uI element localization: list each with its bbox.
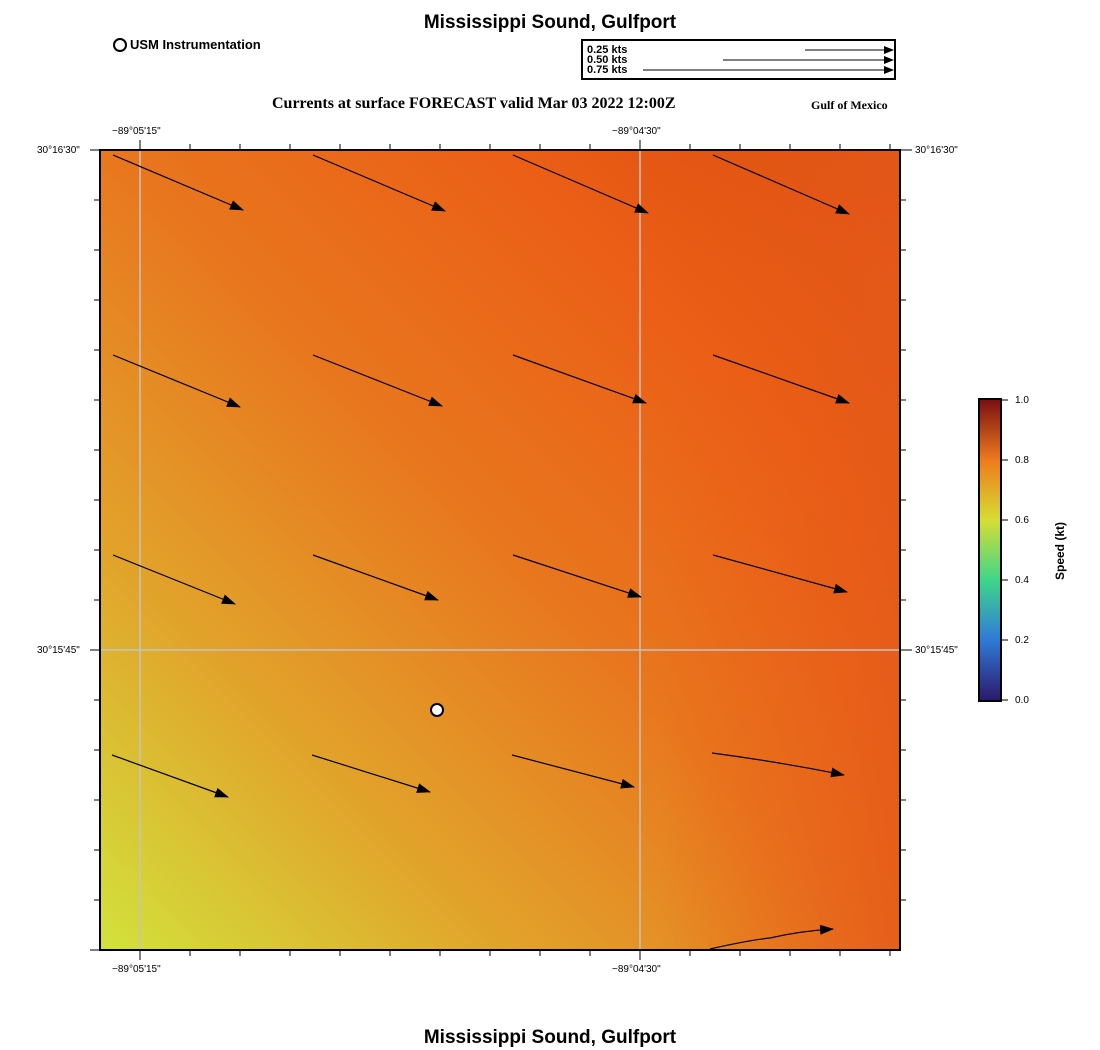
lat-tick-right-1: 30°16'30" bbox=[915, 145, 958, 156]
current-vector bbox=[712, 154, 850, 215]
lon-tick-bottom-2: −89°04'30" bbox=[612, 964, 661, 975]
station-marker-icon bbox=[113, 37, 127, 52]
current-vector bbox=[709, 924, 834, 950]
current-vector bbox=[511, 754, 635, 789]
colorbar-tick-2: 0.8 bbox=[1015, 455, 1029, 466]
current-vector bbox=[112, 554, 236, 605]
current-vector bbox=[711, 752, 845, 778]
colorbar-tick-5: 0.2 bbox=[1015, 635, 1029, 646]
current-vector bbox=[512, 154, 649, 214]
current-vector bbox=[112, 354, 241, 408]
lon-tick-top-2: −89°04'30" bbox=[612, 126, 661, 137]
current-vector bbox=[512, 554, 642, 598]
current-vectors bbox=[111, 154, 850, 950]
colorbar-gradient bbox=[978, 398, 1002, 702]
forecast-subtitle: Currents at surface FORECAST valid Mar 0… bbox=[272, 95, 676, 112]
region-label: Gulf of Mexico bbox=[811, 98, 888, 112]
station-legend: USM Instrumentation bbox=[113, 37, 261, 52]
lon-tick-bottom-1: −89°05'15" bbox=[112, 964, 161, 975]
lat-tick-left-1: 30°16'30" bbox=[37, 145, 80, 156]
colorbar-tick-4: 0.4 bbox=[1015, 575, 1029, 586]
current-vector bbox=[111, 754, 229, 798]
colorbar-title: Speed (kt) bbox=[1052, 521, 1067, 581]
current-vector bbox=[312, 554, 439, 601]
scale-label-2: 0.50 kts bbox=[587, 54, 628, 66]
current-vector bbox=[112, 154, 244, 211]
colorbar-tick-3: 0.6 bbox=[1015, 515, 1029, 526]
lat-tick-left-2: 30°15'45" bbox=[37, 645, 80, 656]
colorbar-tick-1: 1.0 bbox=[1015, 395, 1029, 406]
colorbar-title-wrap: Speed (kt) bbox=[1020, 522, 1100, 580]
footer-title: Mississippi Sound, Gulfport bbox=[423, 1027, 677, 1048]
current-vector bbox=[312, 354, 443, 407]
colorbar-ticks bbox=[1002, 399, 1008, 701]
current-vector bbox=[311, 754, 431, 793]
colorbar-tick-6: 0.0 bbox=[1015, 695, 1029, 706]
map-title: Mississippi Sound, Gulfport bbox=[423, 12, 677, 33]
lon-tick-top-1: −89°05'15" bbox=[112, 126, 161, 137]
scale-label-3: 0.75 kts bbox=[587, 64, 628, 76]
station-legend-label: USM Instrumentation bbox=[130, 37, 261, 52]
current-vector bbox=[512, 354, 647, 404]
current-vector bbox=[712, 554, 848, 594]
current-vector bbox=[312, 154, 446, 212]
speed-field-edge bbox=[100, 150, 900, 950]
vector-scale-legend: 0.25 kts 0.50 kts 0.75 kts bbox=[581, 39, 896, 80]
current-speed-map[interactable] bbox=[90, 140, 912, 960]
current-vector bbox=[712, 354, 850, 404]
lat-tick-right-2: 30°15'45" bbox=[915, 645, 958, 656]
scale-label-1: 0.25 kts bbox=[587, 44, 628, 56]
usm-station-marker[interactable] bbox=[430, 703, 444, 717]
scale-arrows bbox=[643, 46, 894, 74]
frame-ticks bbox=[90, 140, 912, 960]
speed-colorbar bbox=[978, 398, 1002, 702]
